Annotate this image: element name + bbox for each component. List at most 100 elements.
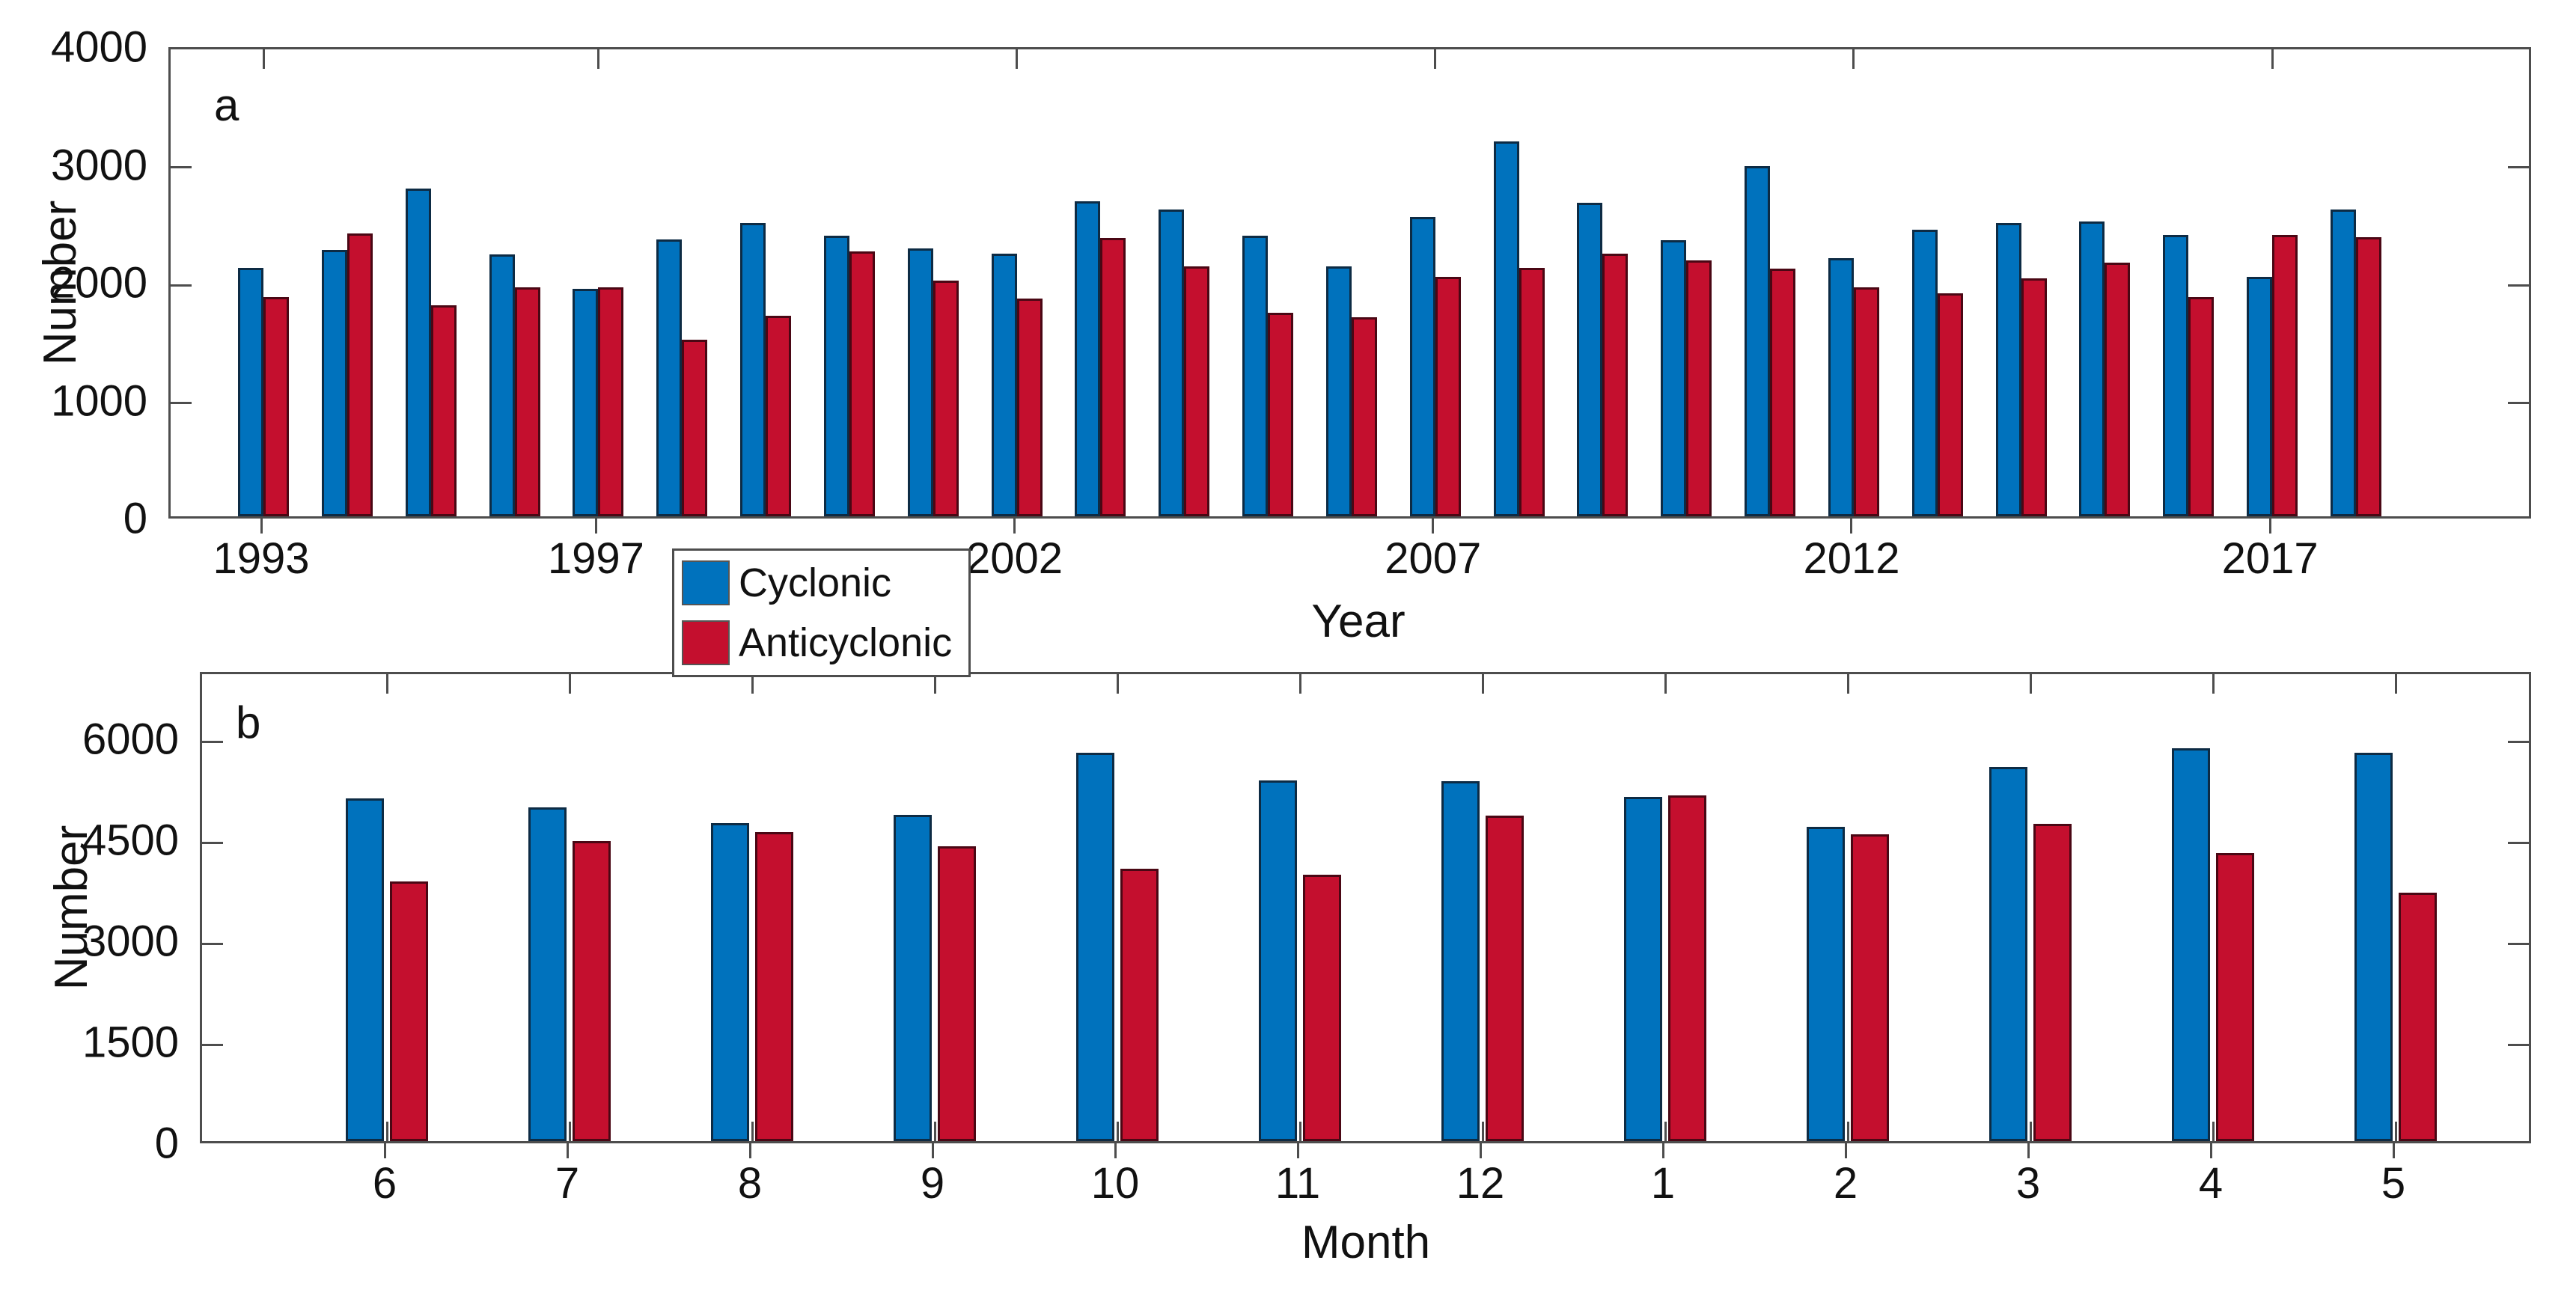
bar-cyclonic-1998 [656, 239, 683, 516]
x-tick-label-1997: 1997 [547, 534, 644, 583]
bar-cyclonic-1995 [405, 189, 431, 516]
x-tick-label-9: 9 [920, 1159, 945, 1208]
x-tick-stub-1997 [594, 519, 597, 534]
bar-cyclonic-2000 [823, 236, 849, 516]
bar-anticyclonic-2003 [1100, 238, 1126, 516]
y-tick-label-3000: 3000 [50, 141, 147, 189]
x-tick-label-3: 3 [2015, 1159, 2041, 1208]
bar-cyclonic-1994 [321, 250, 347, 516]
y-tick-mark-left-1500 [202, 1043, 223, 1046]
x-tick-mark-top-9 [933, 674, 936, 694]
x-tick-label-2002: 2002 [966, 534, 1063, 583]
bar-cyclonic-2001 [907, 248, 933, 516]
bar-anticyclonic-7 [573, 841, 611, 1141]
bar-anticyclonic-2005 [1268, 313, 1294, 516]
y-tick-mark-left-4500 [202, 841, 223, 844]
bar-anticyclonic-11 [1303, 875, 1341, 1141]
panel-a-plot-box: a [168, 47, 2531, 519]
x-tick-label-1: 1 [1650, 1159, 1676, 1208]
bar-cyclonic-2008 [1493, 141, 1519, 516]
x-tick-mark-bottom-3 [2029, 1122, 2032, 1141]
bar-anticyclonic-2016 [2188, 297, 2215, 516]
bar-anticyclonic-6 [390, 881, 428, 1141]
bar-cyclonic-7 [528, 807, 567, 1141]
bar-anticyclonic-12 [1486, 816, 1524, 1141]
x-tick-mark-bottom-4 [2212, 1122, 2215, 1141]
x-tick-stub-1 [1661, 1143, 1664, 1158]
y-tick-label-3000: 3000 [82, 917, 179, 966]
x-tick-stub-1993 [260, 519, 263, 534]
y-tick-mark-right-3000 [2508, 166, 2529, 168]
bar-cyclonic-1999 [740, 223, 766, 516]
y-tick-label-4500: 4500 [82, 816, 179, 865]
x-tick-stub-4 [2209, 1143, 2212, 1158]
bar-cyclonic-2013 [1911, 230, 1938, 516]
x-tick-mark-top-2007 [1434, 49, 1437, 69]
x-tick-label-11: 11 [1275, 1159, 1321, 1208]
y-tick-mark-left-1000 [171, 402, 192, 404]
y-tick-mark-right-1000 [2508, 402, 2529, 404]
x-tick-label-4: 4 [2198, 1159, 2224, 1208]
y-tick-label-0: 0 [154, 1119, 179, 1168]
bar-cyclonic-2016 [2163, 235, 2189, 516]
x-tick-mark-top-2017 [2271, 49, 2274, 69]
x-tick-mark-bottom-8 [751, 1122, 754, 1141]
bar-cyclonic-2014 [1995, 223, 2021, 516]
bar-anticyclonic-2012 [1853, 287, 1879, 516]
bar-anticyclonic-2013 [1937, 293, 1963, 516]
panel-b-plot-area [202, 674, 2529, 1141]
x-tick-mark-top-7 [568, 674, 571, 694]
bar-anticyclonic-2011 [1770, 269, 1796, 516]
bar-cyclonic-4 [2172, 748, 2210, 1141]
bar-anticyclonic-1 [1668, 795, 1706, 1141]
anticyclonic-swatch-icon [682, 620, 730, 665]
bar-anticyclonic-2018 [2356, 237, 2381, 516]
x-tick-stub-12 [1479, 1143, 1482, 1158]
x-tick-mark-top-2002 [1016, 49, 1019, 69]
x-tick-stub-2017 [2268, 519, 2271, 534]
panel-b-plot-box: b [200, 672, 2531, 1143]
x-tick-mark-top-3 [2029, 674, 2032, 694]
cyclonic-swatch-icon [682, 560, 730, 605]
x-tick-mark-top-5 [2394, 674, 2397, 694]
x-tick-mark-top-2012 [1852, 49, 1855, 69]
bar-anticyclonic-2009 [1602, 254, 1629, 516]
bar-anticyclonic-1996 [514, 287, 540, 516]
bar-anticyclonic-1999 [766, 316, 792, 516]
x-tick-stub-10 [1114, 1143, 1117, 1158]
legend-label-cyclonic: Cyclonic [739, 560, 892, 605]
panel-a-xlabel: Year [1311, 596, 1405, 647]
x-tick-stub-2 [1844, 1143, 1847, 1158]
legend-row-anticyclonic: Anticyclonic [682, 618, 961, 667]
panel-b-xlabel: Month [1301, 1217, 1431, 1268]
bar-anticyclonic-1998 [682, 340, 708, 516]
bar-anticyclonic-1995 [430, 305, 457, 516]
bar-cyclonic-5 [2354, 753, 2393, 1141]
x-tick-stub-2012 [1850, 519, 1853, 534]
x-tick-stub-3 [2027, 1143, 2030, 1158]
x-tick-mark-top-8 [751, 674, 754, 694]
bar-cyclonic-9 [894, 815, 932, 1141]
x-tick-label-2012: 2012 [1803, 534, 1900, 583]
y-tick-mark-right-2000 [2508, 284, 2529, 287]
x-tick-label-12: 12 [1456, 1159, 1505, 1208]
x-tick-mark-top-4 [2212, 674, 2215, 694]
x-tick-mark-top-1997 [596, 49, 599, 69]
x-tick-stub-11 [1296, 1143, 1299, 1158]
y-tick-mark-right-1500 [2508, 1043, 2529, 1046]
bar-cyclonic-2011 [1745, 166, 1771, 516]
bar-anticyclonic-9 [938, 846, 976, 1141]
y-tick-mark-left-3000 [171, 166, 192, 168]
legend: Cyclonic Anticyclonic [672, 548, 971, 677]
y-tick-mark-right-6000 [2508, 740, 2529, 743]
x-tick-mark-top-2 [1846, 674, 1849, 694]
bar-anticyclonic-4 [2216, 853, 2254, 1141]
bar-anticyclonic-1994 [347, 233, 373, 516]
bar-cyclonic-1993 [238, 268, 263, 516]
x-tick-mark-top-10 [1116, 674, 1119, 694]
x-tick-label-6: 6 [372, 1159, 397, 1208]
y-tick-label-0: 0 [123, 494, 147, 543]
bar-anticyclonic-2004 [1184, 266, 1210, 516]
bar-cyclonic-2015 [2079, 221, 2105, 516]
bar-anticyclonic-2001 [933, 281, 959, 516]
